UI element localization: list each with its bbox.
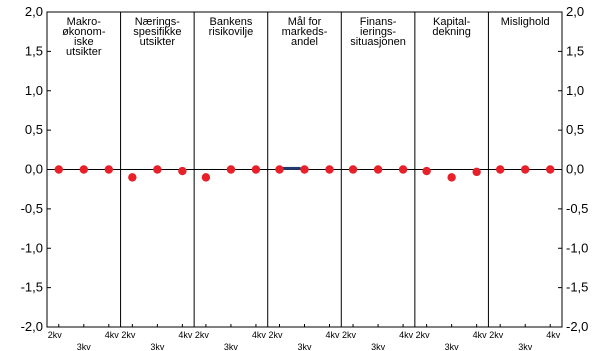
x-tick-label: 4kv (178, 330, 193, 340)
data-point (54, 165, 63, 174)
y-tick-label-left: 0,5 (25, 122, 43, 137)
panel-title: økonom- (62, 26, 106, 38)
y-tick-label-left: -1,0 (21, 240, 43, 255)
panel-title: utsikter (66, 46, 102, 58)
y-tick-label-left: -2,0 (21, 319, 43, 334)
data-point (373, 165, 383, 174)
panel-title: spesifikke (133, 26, 181, 38)
data-point (472, 167, 481, 177)
x-tick-label: 2kv (489, 330, 504, 340)
panel-title: ierings- (360, 26, 396, 38)
data-point (201, 173, 211, 182)
y-tick-label-left: 0,0 (25, 162, 43, 177)
x-tick-label: 2kv (416, 330, 431, 340)
panel-title: utsikter (140, 36, 176, 48)
x-tick-label: 3kv (224, 342, 239, 351)
y-axis-right: 2,0 1,5 1,0 0,5 0,0 -0,5 -1,0 -1,5 -2,0 (558, 4, 588, 334)
y-tick-label-right: -0,5 (566, 201, 588, 216)
x-tick-label: 4kv (473, 330, 488, 340)
data-point (422, 166, 431, 176)
panel: Mislighold 2kv 3kv 4kv (487, 12, 561, 351)
y-tick-label-left: 1,0 (25, 83, 43, 98)
y-tick-label-right: -2,0 (566, 319, 588, 334)
bar (278, 166, 301, 170)
panel-title: Nærings- (135, 16, 181, 28)
plot-area: Makro-økonom-iskeutsikter2kv3kv4kvNæring… (46, 11, 563, 351)
panel-title: Bankens (210, 16, 253, 28)
panel-title: iske (74, 36, 94, 48)
panel-title: Finans- (360, 16, 397, 28)
data-point (153, 165, 162, 174)
data-point (128, 173, 137, 182)
panel-title: Mislighold (501, 16, 550, 28)
data-point (178, 166, 187, 176)
x-tick-label: 2kv (48, 330, 63, 340)
data-point (226, 165, 236, 174)
panel: Kapital-dekning 2kv 3kv 4kv (414, 12, 488, 351)
data-point (398, 165, 408, 174)
x-tick-label: 4kv (252, 330, 267, 340)
y-tick-label-right: 2,0 (566, 4, 584, 19)
x-tick-label: 2kv (342, 330, 357, 340)
y-tick-label-left: -0,5 (21, 201, 43, 216)
data-point (496, 165, 505, 174)
y-tick-label-right: 1,5 (566, 43, 584, 58)
data-point (79, 165, 88, 174)
y-tick-label-left: 2,0 (25, 4, 43, 19)
data-point (546, 165, 555, 174)
data-point (251, 165, 261, 174)
x-tick-label: 2kv (121, 330, 136, 340)
x-tick-label: 2kv (195, 330, 210, 340)
data-point (275, 165, 284, 174)
panel-title: Mål for (288, 16, 322, 28)
data-point (104, 165, 114, 174)
x-tick-label: 3kv (77, 342, 92, 351)
panel-title: andel (291, 36, 318, 48)
x-tick-label: 4kv (326, 330, 341, 340)
panel-title: Kapital- (433, 16, 471, 28)
y-tick-label-right: -1,5 (566, 280, 588, 295)
x-tick-label: 3kv (445, 342, 460, 351)
panel-title: risikovilje (209, 26, 254, 38)
x-tick-label: 4kv (399, 330, 414, 340)
panel-title: dekning (432, 26, 471, 38)
panel-title: situasjonen (350, 36, 406, 48)
x-tick-label: 2kv (268, 330, 283, 340)
x-tick-label: 3kv (518, 342, 533, 351)
y-tick-label-right: 1,0 (566, 83, 584, 98)
data-point (447, 173, 456, 182)
panel: Finans-ierings-situasjonen 2kv 3kv 4kv (340, 12, 414, 351)
x-tick-label: 4kv (105, 330, 120, 340)
data-point (325, 165, 334, 174)
data-point (348, 165, 358, 174)
x-tick-label: 3kv (371, 342, 386, 351)
y-tick-label-left: -1,5 (21, 280, 43, 295)
panel-title: markeds- (282, 26, 328, 38)
data-point (521, 165, 530, 174)
x-tick-label: 3kv (150, 342, 165, 351)
x-tick-label: 3kv (297, 342, 312, 351)
y-tick-label-right: 0,5 (566, 122, 584, 137)
panel-title: Makro- (67, 16, 102, 28)
data-point (300, 165, 309, 174)
x-tick-label: 4kv (546, 330, 561, 340)
y-tick-label-right: -1,0 (566, 240, 588, 255)
y-tick-label-right: 0,0 (566, 162, 584, 177)
y-axis-left: 2,0 1,5 1,0 0,5 0,0 -0,5 -1,0 -1,5 -2,0 (21, 4, 51, 334)
y-tick-label-left: 1,5 (25, 43, 43, 58)
